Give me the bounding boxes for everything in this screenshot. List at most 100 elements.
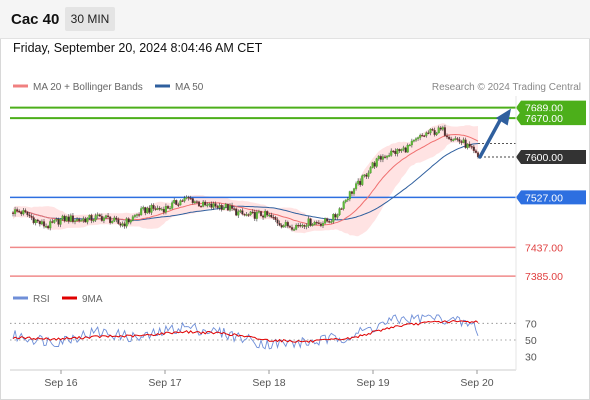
candle [336, 213, 339, 220]
candle [412, 139, 415, 143]
x-tick-label: Sep 16 [44, 377, 77, 389]
candle [274, 215, 277, 223]
candle [448, 135, 451, 140]
candle [272, 214, 275, 220]
candle [472, 144, 475, 154]
candle [65, 215, 68, 222]
rsi-tick-label: 70 [525, 318, 537, 330]
candle [367, 170, 370, 179]
candle [206, 202, 209, 208]
candle [92, 219, 95, 223]
candle [423, 134, 426, 138]
candle [107, 212, 110, 219]
candle [346, 197, 349, 202]
candle [290, 224, 294, 232]
forecast-arrow-head [495, 108, 511, 126]
candle [400, 148, 403, 153]
candle [158, 206, 161, 211]
candle [313, 220, 316, 226]
forecast-arrow [478, 114, 504, 159]
instrument-name: Cac 40 [11, 11, 60, 28]
level-label-7527.00: 7527.00 [516, 190, 586, 205]
candle [474, 149, 477, 154]
candle [394, 148, 397, 157]
candle [417, 136, 420, 141]
candle [476, 151, 480, 159]
bollinger-band [13, 123, 478, 237]
candle [49, 219, 52, 231]
candle [297, 222, 300, 228]
x-tick-label: Sep 19 [356, 377, 389, 389]
candle [363, 174, 366, 178]
candle [131, 215, 134, 222]
candle [140, 206, 143, 216]
candle [224, 202, 227, 209]
candle [309, 217, 312, 227]
candle [193, 200, 196, 205]
candle [458, 136, 461, 145]
candle [90, 213, 93, 224]
candle [82, 216, 85, 223]
candle [427, 130, 430, 135]
candle [383, 154, 387, 159]
candle [305, 223, 308, 230]
candle [406, 143, 409, 153]
candle [299, 223, 302, 228]
candle [239, 209, 242, 214]
rsi-line [12, 313, 479, 350]
candle [332, 213, 335, 224]
candle [189, 195, 192, 200]
candle [179, 199, 182, 206]
candle [121, 221, 124, 228]
candle [67, 214, 70, 224]
candles [11, 124, 480, 232]
interval-button[interactable]: 30 MIN [65, 7, 115, 31]
candle [71, 213, 74, 224]
x-tick-label: Sep 20 [460, 377, 493, 389]
candle [125, 217, 128, 229]
candle [429, 128, 432, 136]
candle [288, 224, 291, 229]
candle [398, 148, 401, 153]
candle [249, 211, 252, 216]
candle [40, 219, 43, 226]
candle [352, 187, 356, 196]
candle [129, 219, 132, 225]
candle [276, 217, 279, 226]
candle [321, 221, 325, 228]
candle [169, 206, 172, 210]
candle [338, 207, 341, 216]
candle [208, 202, 211, 208]
candle [187, 195, 190, 201]
credit-text: Research © 2024 Trading Central [432, 82, 581, 93]
candle [247, 213, 250, 217]
candle [84, 216, 87, 223]
candle [441, 125, 444, 132]
candle [311, 222, 314, 227]
9ma-legend-label: 9MA [82, 294, 103, 305]
rsi-pane: 70 50 30 [10, 313, 537, 364]
candle [259, 210, 263, 217]
candle [204, 200, 207, 207]
candle [45, 223, 48, 229]
candle [435, 131, 438, 136]
candle [425, 131, 428, 138]
candle [243, 213, 246, 217]
candle [102, 216, 105, 224]
candle [47, 224, 50, 230]
candle [18, 209, 21, 213]
candle [138, 212, 141, 218]
candle [348, 190, 351, 202]
candle [375, 157, 378, 168]
candle [317, 220, 320, 225]
candle [390, 148, 393, 157]
candle [98, 213, 101, 217]
candle [456, 136, 459, 142]
candle [11, 210, 15, 217]
candle [164, 203, 167, 215]
candle [96, 212, 99, 219]
candle [51, 218, 54, 224]
candle [278, 220, 281, 227]
candle [460, 139, 463, 146]
